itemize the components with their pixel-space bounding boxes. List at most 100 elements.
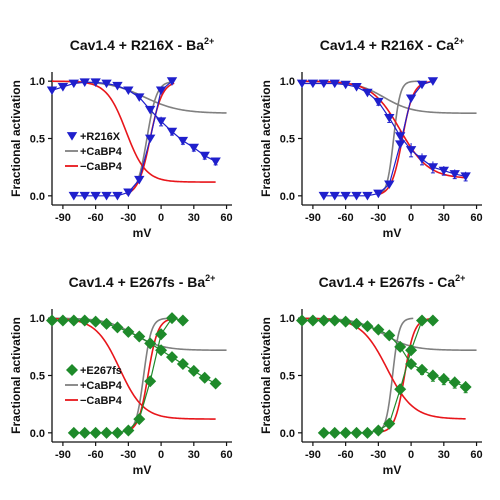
data-point <box>166 127 178 137</box>
data-point <box>459 380 472 393</box>
data-series-line <box>73 80 173 197</box>
plus-cabp4-fit-activation <box>127 317 167 432</box>
data-point <box>133 330 146 343</box>
data-point <box>384 113 395 123</box>
panel-title-superscript: 2+ <box>205 273 215 283</box>
panel-title: Cav1.4 + R216X - Ca2+ <box>320 36 465 53</box>
y-tick-label: 1.0 <box>30 313 45 325</box>
data-point <box>90 78 101 87</box>
x-tick-label: -90 <box>305 449 321 461</box>
data-point <box>46 314 58 327</box>
legend-label: +CaBP4 <box>80 380 123 392</box>
legend-label: +R216X <box>80 131 121 143</box>
data-point <box>340 191 351 201</box>
data-point <box>318 79 330 89</box>
data-point <box>317 426 330 439</box>
data-point <box>176 358 189 371</box>
data-point <box>166 351 178 364</box>
data-point <box>68 191 80 201</box>
x-tick-label: 60 <box>470 212 482 224</box>
data-point <box>318 191 330 201</box>
data-point <box>188 143 200 153</box>
y-axis-label: Fractional activation <box>259 80 273 197</box>
data-point <box>372 424 385 437</box>
data-point <box>78 314 91 327</box>
panel-title: Cav1.4 + E267fs - Ca2+ <box>319 273 466 290</box>
data-point <box>340 80 351 90</box>
data-point <box>438 166 450 176</box>
data-point <box>112 191 123 201</box>
legend-label: +E267fs <box>80 365 122 377</box>
x-tick-label: -30 <box>120 212 136 224</box>
data-point <box>362 88 373 98</box>
y-tick-label: 0.5 <box>280 134 295 146</box>
x-tick-label: 0 <box>408 449 414 461</box>
legend-label: −CaBP4 <box>80 161 123 173</box>
data-point <box>67 314 80 327</box>
data-series-line <box>323 319 433 434</box>
y-tick-label: 0.0 <box>30 191 45 203</box>
x-tick-label: 60 <box>470 449 482 461</box>
data-point <box>328 426 341 439</box>
data-point <box>416 314 428 327</box>
data-point <box>307 79 319 89</box>
data-point <box>372 323 385 336</box>
data-point <box>133 413 146 426</box>
data-point <box>437 372 450 385</box>
data-point <box>448 376 461 389</box>
data-point <box>317 314 330 327</box>
legend-marker <box>66 364 78 376</box>
x-axis-label: mV <box>133 226 152 240</box>
data-point <box>144 337 157 350</box>
data-point <box>405 358 418 371</box>
x-axis-label: mV <box>383 226 402 240</box>
data-point <box>394 383 407 396</box>
data-point <box>199 151 210 161</box>
legend: +E267fs +CaBP4 −CaBP4 <box>65 364 123 407</box>
data-point <box>460 172 471 182</box>
data-point <box>166 77 178 86</box>
data-point <box>89 426 102 439</box>
x-tick-label: -60 <box>338 449 354 461</box>
y-tick-label: 0.5 <box>30 134 45 146</box>
y-axis-label: Fractional activation <box>259 317 273 434</box>
data-point <box>134 175 145 185</box>
data-point <box>210 157 221 167</box>
data-point <box>328 314 341 327</box>
data-point <box>426 314 439 327</box>
legend-marker <box>66 132 78 141</box>
data-point <box>384 180 395 190</box>
panel-r216x-ba: Cav1.4 + R216X - Ba2+ -90 -60 -30 0 30 60 0.0 0.… <box>9 36 233 240</box>
x-axis-label: mV <box>133 463 152 477</box>
panel-title: Cav1.4 + R216X - Ba2+ <box>70 36 215 53</box>
x-tick-label: -60 <box>338 212 354 224</box>
data-point <box>144 134 156 144</box>
data-point <box>166 312 178 325</box>
data-point <box>394 340 407 353</box>
minus-cabp4-fit-inactivation <box>301 80 466 179</box>
panel-title-main: Cav1.4 + R216X - Ca <box>320 37 454 53</box>
y-tick-label: 0.5 <box>280 371 295 383</box>
legend-label: +CaBP4 <box>80 146 123 158</box>
data-point <box>416 80 428 90</box>
data-point <box>361 426 374 439</box>
data-point <box>351 191 362 201</box>
data-point <box>100 426 113 439</box>
data-point <box>155 117 167 126</box>
minus-cabp4-fit-inactivation <box>52 80 216 183</box>
data-point <box>351 83 362 92</box>
x-tick-label: 0 <box>158 449 164 461</box>
panel-title: Cav1.4 + E267fs - Ba2+ <box>69 273 216 290</box>
data-point <box>198 371 211 384</box>
data-point <box>427 77 439 86</box>
x-tick-label: 0 <box>158 212 164 224</box>
data-point <box>329 79 340 89</box>
data-point <box>112 81 123 91</box>
data-point <box>339 426 352 439</box>
panel-e267fs-ba: Cav1.4 + E267fs - Ba2+ -90 -60 -30 0 30 60 0.0 0… <box>9 273 233 477</box>
x-tick-label: 30 <box>438 449 450 461</box>
y-tick-label: 0.5 <box>30 371 45 383</box>
panel-title-superscript: 2+ <box>455 273 465 283</box>
data-point <box>123 188 134 198</box>
